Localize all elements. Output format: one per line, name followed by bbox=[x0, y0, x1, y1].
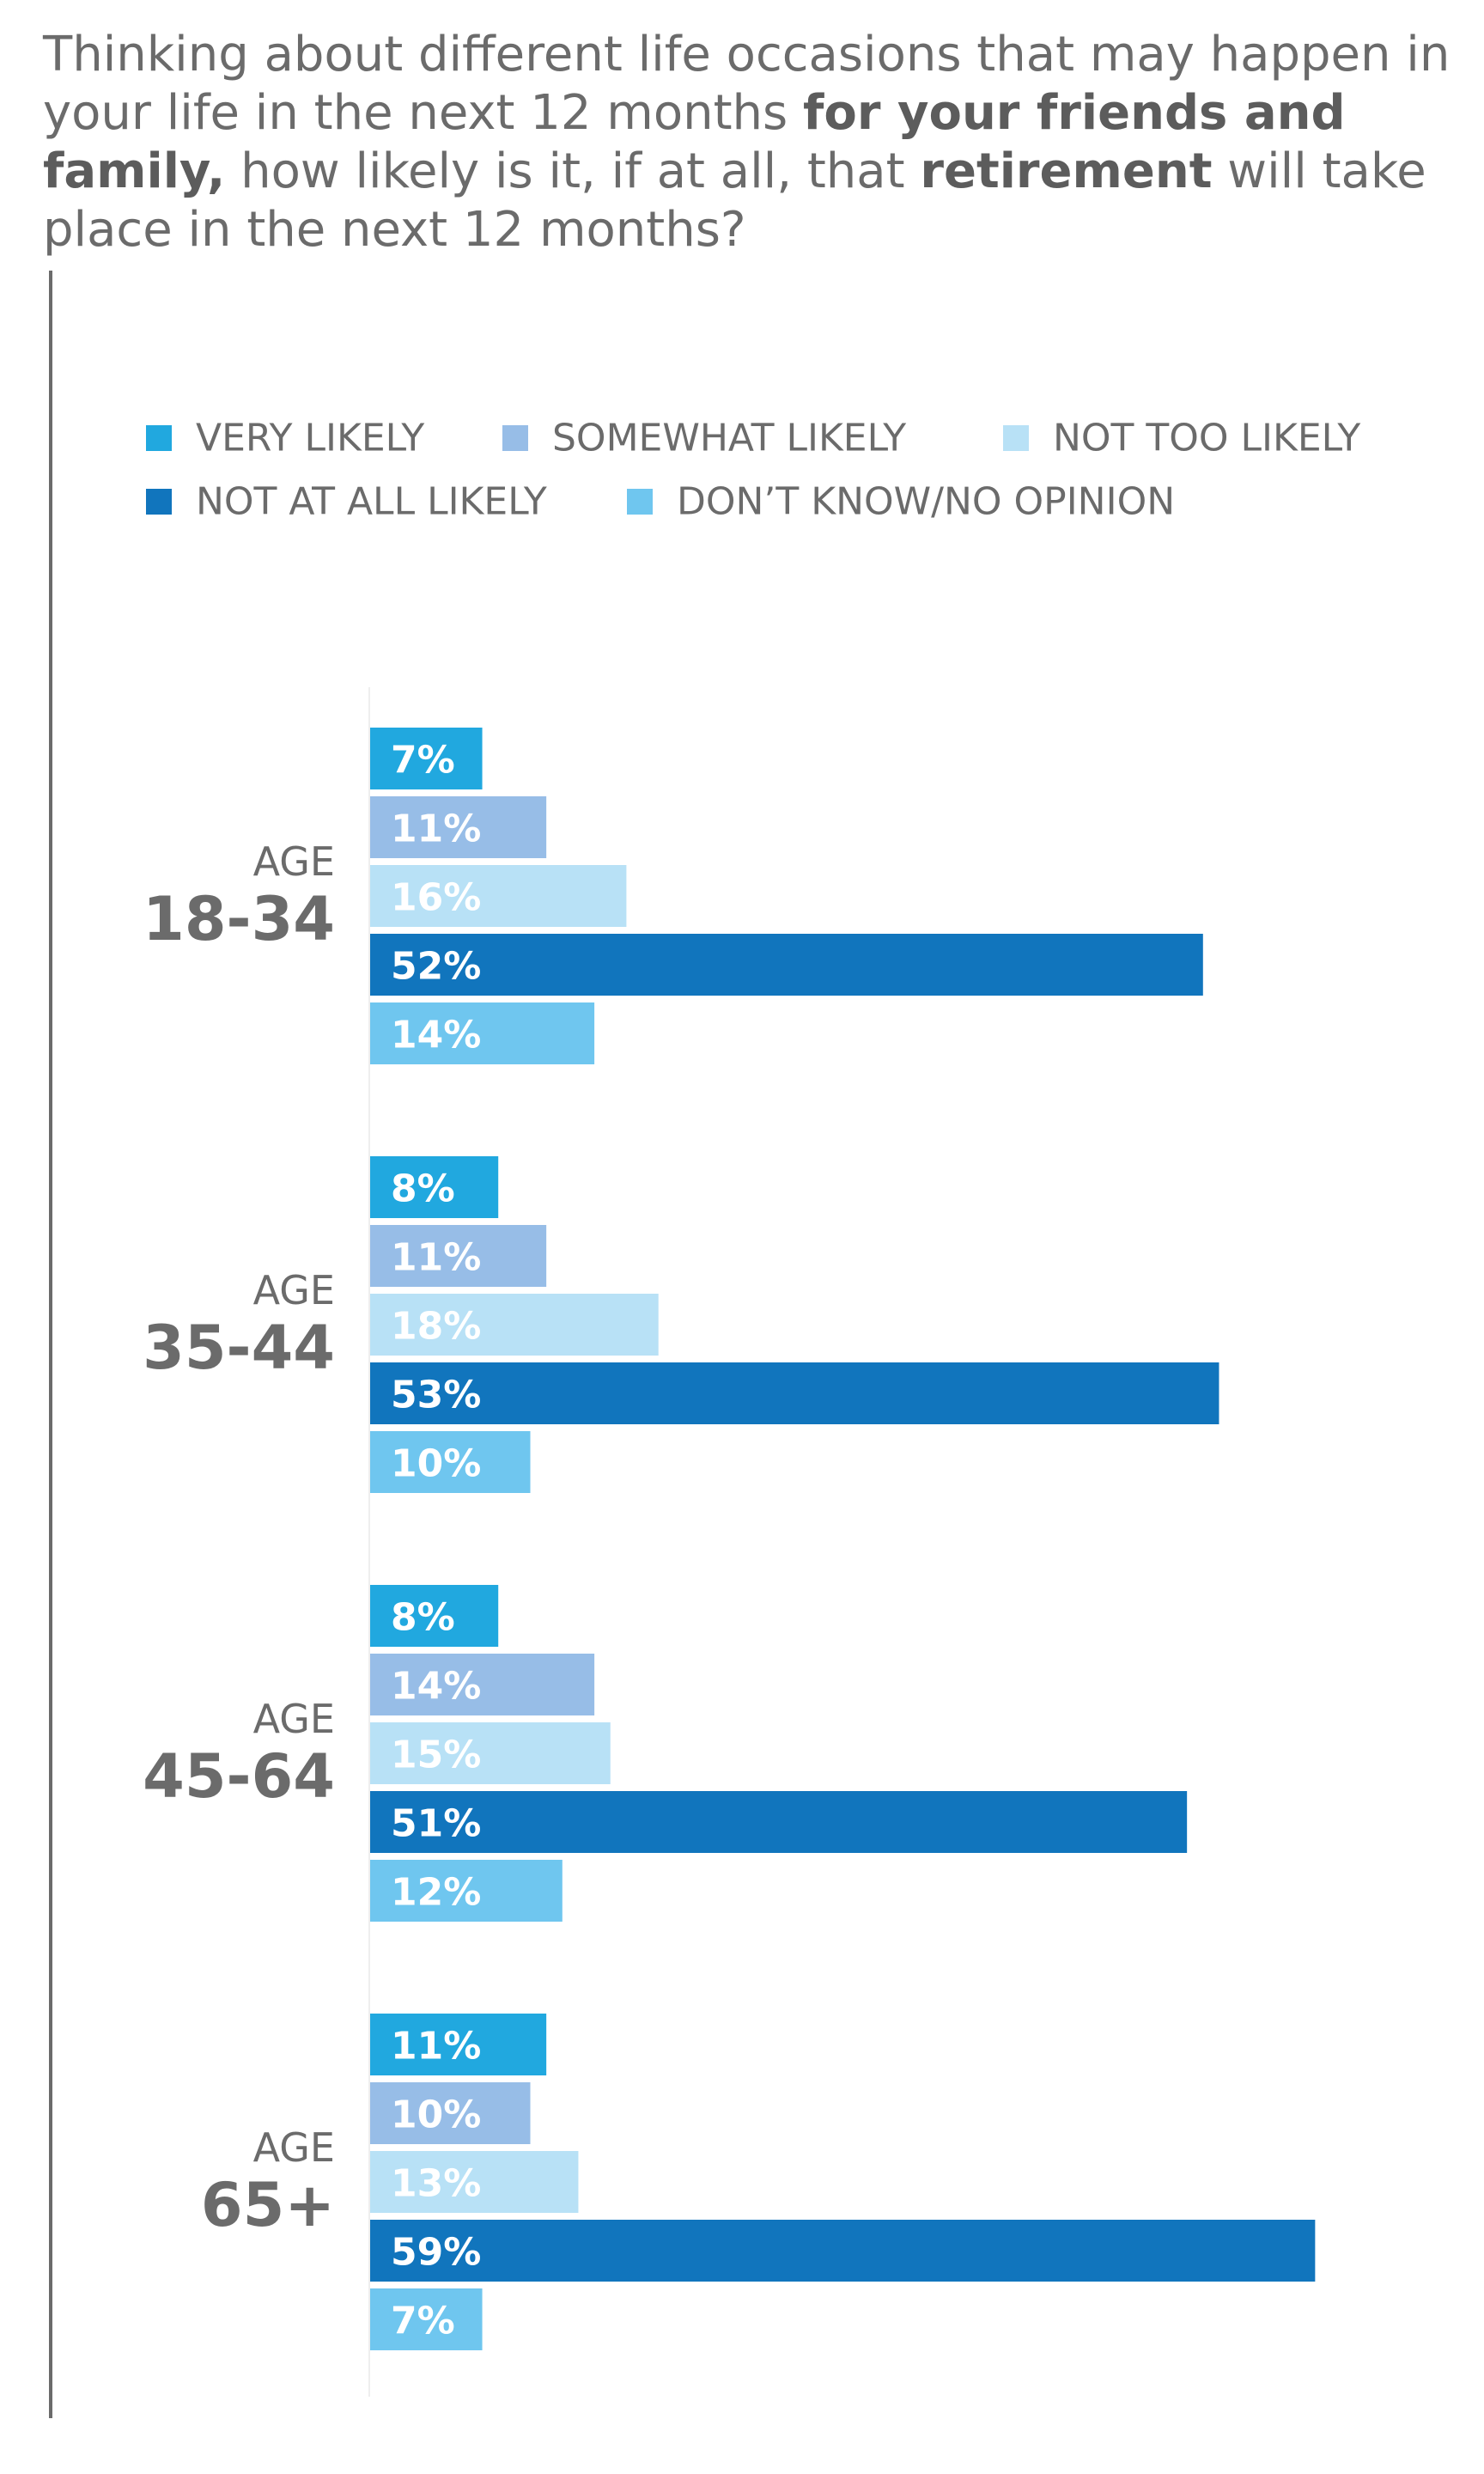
legend-label: VERY LIKELY bbox=[196, 417, 424, 460]
title-segment: will take place in the next 12 months? bbox=[43, 143, 1426, 258]
data-label: 7% bbox=[391, 2300, 455, 2343]
category-label-prefix: AGE bbox=[253, 2124, 335, 2171]
data-label: 8% bbox=[391, 1167, 455, 1211]
title-segment: how likely is it, if at all, that bbox=[225, 143, 921, 199]
frame-line bbox=[49, 271, 52, 2418]
data-label: 18% bbox=[391, 1305, 481, 1349]
legend-label: SOMEWHAT LIKELY bbox=[552, 417, 906, 460]
data-label: 10% bbox=[391, 2093, 481, 2137]
data-label: 10% bbox=[391, 1442, 481, 1486]
category-label-prefix: AGE bbox=[253, 1267, 335, 1313]
bar bbox=[370, 1722, 611, 1784]
bar bbox=[370, 1294, 659, 1356]
legend-label: NOT TOO LIKELY bbox=[1053, 417, 1360, 460]
bar bbox=[370, 2082, 531, 2144]
data-label: 15% bbox=[391, 1734, 481, 1777]
legend-swatch bbox=[502, 425, 528, 451]
legend-swatch bbox=[146, 425, 172, 451]
data-label: 11% bbox=[391, 1236, 481, 1280]
axis-line bbox=[368, 687, 370, 2397]
category-label-prefix: AGE bbox=[253, 838, 335, 885]
data-label: 52% bbox=[391, 945, 481, 989]
data-label: 16% bbox=[391, 876, 481, 920]
data-label: 12% bbox=[391, 1871, 481, 1915]
bar bbox=[370, 2014, 547, 2075]
data-label: 11% bbox=[391, 807, 481, 851]
bar bbox=[370, 1225, 547, 1287]
data-label: 8% bbox=[391, 1596, 455, 1640]
data-label: 11% bbox=[391, 2025, 481, 2069]
chart-title: Thinking about different life occasions … bbox=[43, 26, 1451, 259]
bar bbox=[370, 865, 627, 927]
bar bbox=[370, 1791, 1188, 1853]
category-label-prefix: AGE bbox=[253, 1696, 335, 1742]
category-label: 18-34 bbox=[143, 884, 335, 954]
legend-swatch bbox=[146, 489, 172, 515]
bar bbox=[370, 1002, 595, 1064]
bar bbox=[370, 1431, 531, 1493]
data-label: 53% bbox=[391, 1374, 481, 1417]
legend-label: DON’T KNOW/NO OPINION bbox=[677, 480, 1175, 524]
bar bbox=[370, 1585, 499, 1647]
data-label: 51% bbox=[391, 1802, 481, 1846]
title-segment: retirement bbox=[920, 143, 1213, 199]
category-label: 65+ bbox=[201, 2170, 335, 2240]
data-label: 14% bbox=[391, 1665, 481, 1709]
bar bbox=[370, 1654, 595, 1715]
bar bbox=[370, 2151, 579, 2213]
title-segment: Thinking about different life occasions … bbox=[43, 27, 1451, 141]
bar bbox=[370, 796, 547, 858]
bar bbox=[370, 2220, 1316, 2282]
bar bbox=[370, 2288, 483, 2350]
category-label: 45-64 bbox=[143, 1741, 335, 1812]
bar bbox=[370, 934, 1203, 996]
bar bbox=[370, 1362, 1219, 1424]
data-label: 59% bbox=[391, 2231, 481, 2275]
data-label: 14% bbox=[391, 1014, 481, 1057]
data-label: 13% bbox=[391, 2162, 481, 2206]
bar bbox=[370, 728, 483, 789]
legend-label: NOT AT ALL LIKELY bbox=[196, 480, 547, 524]
legend-swatch bbox=[627, 489, 653, 515]
data-label: 7% bbox=[391, 739, 455, 783]
bar bbox=[370, 1156, 499, 1218]
bar bbox=[370, 1860, 563, 1922]
title-segment: for your friends and family, bbox=[43, 85, 1346, 199]
legend-swatch bbox=[1003, 425, 1029, 451]
category-label: 35-44 bbox=[143, 1313, 335, 1383]
